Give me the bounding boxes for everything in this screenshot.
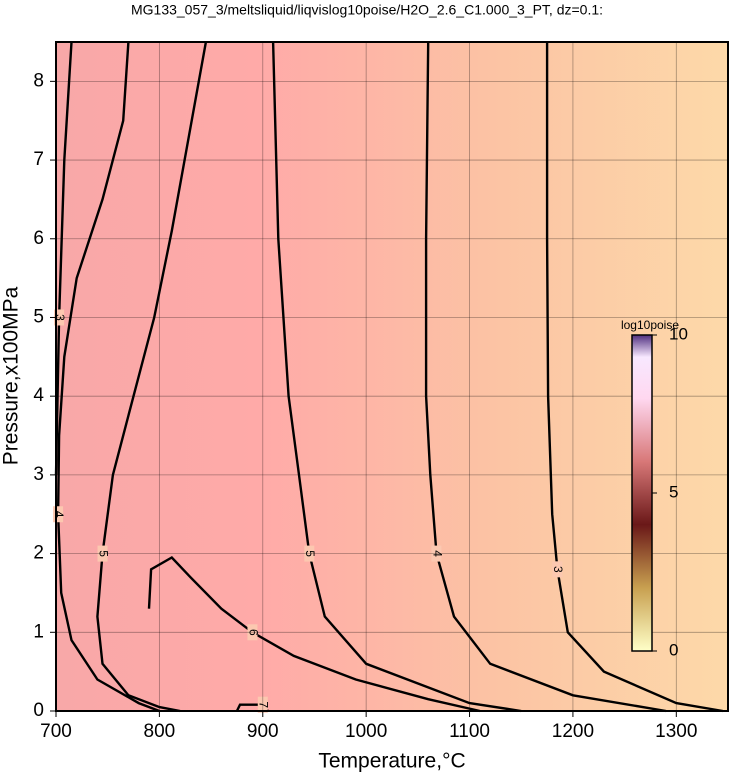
contour-label: 3 bbox=[53, 314, 67, 321]
contour-label: 4 bbox=[430, 550, 444, 557]
contour-label-bg bbox=[247, 624, 258, 641]
contour-label-bg bbox=[552, 561, 563, 578]
x-tick-label: 800 bbox=[144, 721, 176, 742]
contour-line bbox=[54, 41, 73, 475]
y-tick-label: 3 bbox=[33, 464, 44, 485]
x-tick-label: 1100 bbox=[449, 721, 490, 742]
x-tick-label: 900 bbox=[247, 721, 279, 742]
contour-label: 7 bbox=[257, 701, 271, 708]
contour-label: 5 bbox=[96, 550, 110, 557]
contour-label-bg bbox=[97, 545, 108, 562]
x-tick-label: 1300 bbox=[655, 721, 697, 742]
contour-label-bg bbox=[431, 545, 442, 562]
chart-title: MG133_057_3/meltsliquid/liqvislog10poise… bbox=[131, 2, 603, 18]
colorbar-tick-label: 0 bbox=[669, 640, 678, 659]
contour-label-bg bbox=[257, 696, 268, 713]
contour-label-bg bbox=[54, 309, 65, 326]
plot-frame bbox=[55, 41, 729, 712]
contour-label-bg bbox=[53, 506, 64, 523]
y-tick-label: 0 bbox=[33, 700, 44, 721]
contour-label: 5 bbox=[303, 550, 317, 557]
y-tick-label: 8 bbox=[33, 70, 44, 91]
contour-line bbox=[56, 41, 160, 713]
y-tick-label: 5 bbox=[33, 306, 44, 327]
x-tick-label: 1200 bbox=[552, 721, 594, 742]
plot-background bbox=[56, 42, 728, 711]
x-axis-label: Temperature,°C bbox=[318, 750, 465, 773]
x-tick-label: 1000 bbox=[345, 721, 387, 742]
contour-label-bg bbox=[304, 545, 315, 562]
contour-label: 3 bbox=[551, 566, 565, 573]
y-tick-label: 6 bbox=[33, 228, 44, 249]
contour-line bbox=[147, 555, 481, 713]
y-axis-label: Pressure,x100MPa bbox=[0, 286, 23, 465]
colorbar-tick-label: 10 bbox=[669, 324, 688, 343]
y-tick-label: 7 bbox=[33, 149, 44, 170]
contour-label: 6 bbox=[246, 629, 260, 636]
colorbar-label: log10poise bbox=[621, 318, 679, 332]
colorbar bbox=[631, 334, 653, 652]
colorbar-tick-label: 5 bbox=[669, 482, 678, 501]
x-tick-label: 700 bbox=[40, 721, 72, 742]
y-tick-label: 4 bbox=[33, 385, 44, 406]
y-tick-label: 2 bbox=[33, 543, 44, 564]
y-tick-label: 1 bbox=[33, 621, 44, 642]
contour-label: 4 bbox=[52, 511, 66, 518]
